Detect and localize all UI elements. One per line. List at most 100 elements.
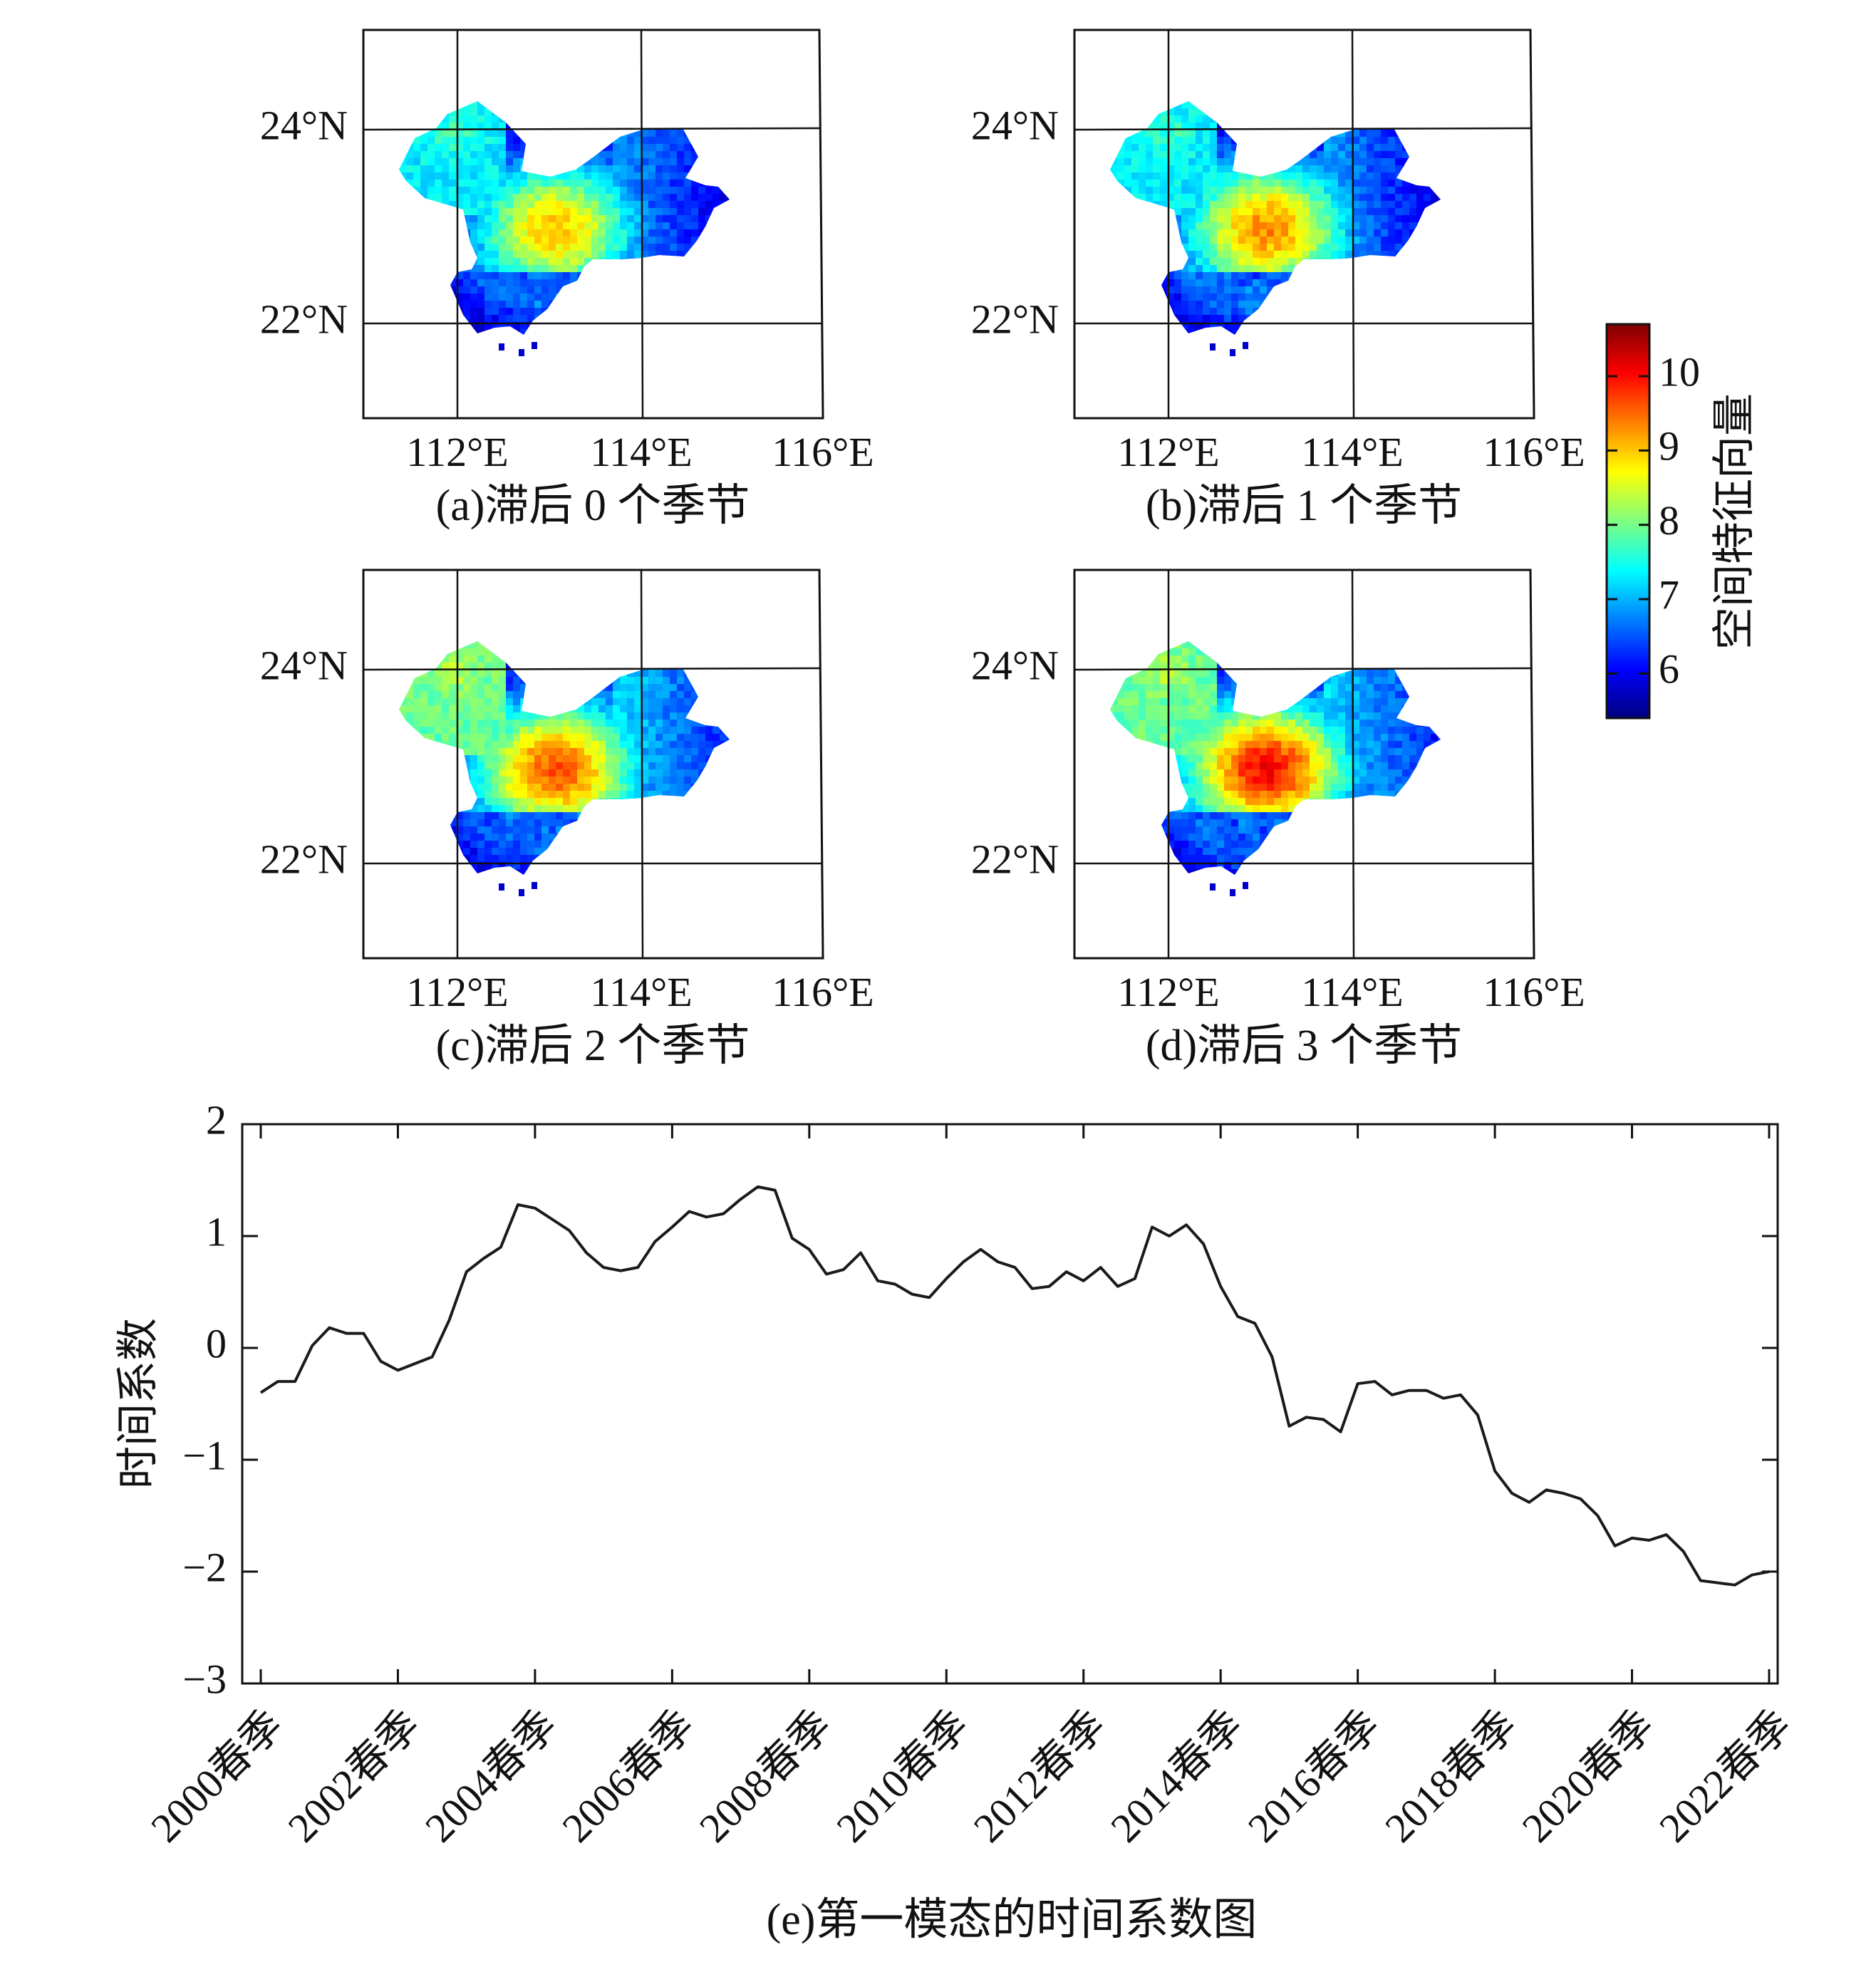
heat-cell (470, 720, 478, 727)
heat-cell (584, 165, 592, 173)
heat-cell (520, 805, 528, 813)
heat-cell (477, 684, 485, 692)
heat-cell (1203, 294, 1211, 301)
heat-cell (1352, 229, 1360, 237)
heat-cell (712, 727, 720, 735)
heat-cell (413, 705, 421, 713)
heat-cell (499, 279, 507, 287)
heat-cell (1203, 251, 1211, 259)
heat-cell (513, 315, 521, 323)
heat-cell (1224, 286, 1232, 294)
heat-cell (691, 237, 699, 244)
heat-cell (712, 194, 720, 202)
heat-cell (641, 677, 649, 685)
heat-cell (606, 172, 613, 180)
heat-cell (634, 180, 642, 187)
heat-cell (513, 180, 521, 187)
heat-cell (648, 698, 656, 706)
heat-cell (1131, 165, 1139, 173)
heat-cell (655, 194, 663, 202)
heat-cell (1231, 322, 1239, 330)
heat-cell (1188, 144, 1196, 152)
heat-cell (1146, 151, 1154, 159)
heat-cell (477, 329, 485, 335)
heat-cell (1345, 244, 1353, 251)
heat-cell (534, 826, 542, 834)
heat-cell (541, 748, 549, 756)
heat-cell (1231, 180, 1239, 187)
heat-cell (1267, 272, 1275, 280)
heat-cell (577, 784, 585, 792)
heat-cell (484, 123, 492, 130)
heat-cell (684, 244, 692, 251)
heat-cell (1367, 130, 1374, 137)
heat-cell (584, 215, 592, 223)
heat-cell (470, 315, 478, 323)
heat-cell (477, 670, 485, 678)
heat-cell (556, 229, 564, 237)
heat-cell (499, 165, 507, 173)
heat-cell (1395, 137, 1403, 145)
heat-cell (513, 294, 521, 301)
heat-cell (492, 272, 499, 280)
heat-cell (527, 301, 535, 308)
heat-cell (1210, 151, 1218, 159)
heat-cell (492, 115, 499, 123)
heat-cell (556, 258, 564, 266)
heat-cell (1338, 251, 1346, 259)
heat-cell (463, 123, 471, 130)
heat-cell (663, 691, 670, 699)
heat-cell (442, 677, 450, 685)
heat-cell (570, 762, 578, 770)
heat-cell (1231, 258, 1239, 266)
heat-cell (1267, 244, 1275, 251)
heat-cell (620, 180, 628, 187)
heat-cell (541, 755, 549, 763)
heat-cell (591, 172, 599, 180)
heat-cell (1238, 208, 1246, 216)
heat-cell (613, 769, 621, 777)
heat-cell (648, 237, 656, 244)
heat-cell (1338, 208, 1346, 216)
heat-cell (470, 741, 478, 749)
heat-cell (456, 655, 464, 663)
heat-cell (1167, 115, 1175, 123)
heat-cell (1310, 237, 1317, 244)
heat-cell (1374, 237, 1382, 244)
heat-cell (1267, 279, 1275, 287)
heat-cell (663, 777, 670, 784)
heat-cell (499, 194, 507, 202)
heat-cell (634, 201, 642, 209)
heat-cell (492, 286, 499, 294)
heat-cell (584, 791, 592, 799)
heat-cell (677, 130, 685, 137)
heat-cell (663, 670, 670, 678)
heat-cell (427, 172, 435, 180)
heat-cell (641, 208, 649, 216)
heat-cell (1181, 172, 1189, 180)
heat-cell (413, 677, 421, 685)
heat-cell (1395, 187, 1403, 194)
heat-cell (534, 279, 542, 287)
heat-cell (655, 208, 663, 216)
heat-cell (420, 705, 428, 713)
heat-cell (570, 237, 578, 244)
heat-cell (527, 272, 535, 280)
heat-cell (506, 691, 514, 699)
heat-cell (1203, 144, 1211, 152)
heat-cell (677, 244, 685, 251)
heat-cell (577, 222, 585, 230)
heat-cell (527, 755, 535, 763)
heat-cell (470, 655, 478, 663)
heat-cell (520, 727, 528, 735)
heat-cell (477, 308, 485, 316)
heat-cell (484, 712, 492, 720)
heat-cell (1117, 151, 1125, 159)
heat-cell (577, 791, 585, 799)
heat-cell (655, 151, 663, 159)
heat-cell (606, 734, 613, 742)
heat-cell (1196, 272, 1203, 280)
heat-cell (677, 222, 685, 230)
heat-cell (655, 698, 663, 706)
heat-cell (1231, 187, 1239, 194)
